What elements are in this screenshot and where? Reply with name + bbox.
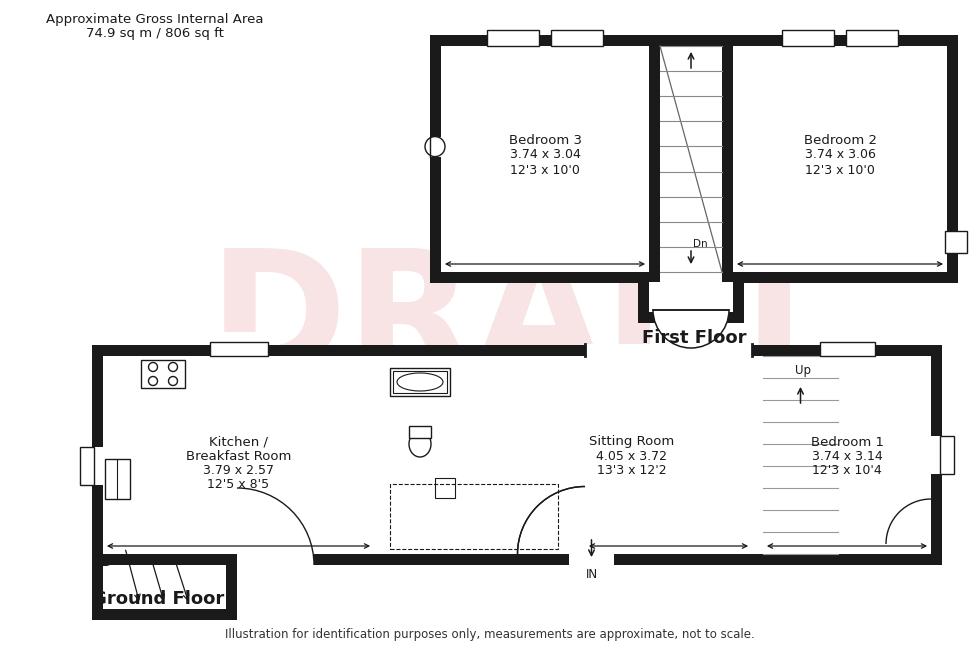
Bar (141, 360, 185, 388)
Bar (752, 356, 763, 554)
Bar (763, 356, 838, 554)
Bar (733, 272, 958, 283)
Text: 12'5 x 8'5: 12'5 x 8'5 (208, 477, 270, 490)
Bar (931, 345, 942, 565)
Bar (103, 356, 931, 554)
Bar (929, 436, 954, 474)
Bar (487, 28, 539, 46)
Text: Ground Floor: Ground Floor (92, 590, 224, 608)
Bar (430, 272, 649, 283)
Bar (614, 554, 942, 565)
Bar (585, 344, 752, 357)
Bar (409, 426, 431, 438)
Text: 3.74 x 3.04: 3.74 x 3.04 (510, 148, 580, 161)
Text: Bedroom 1: Bedroom 1 (810, 436, 884, 449)
Bar (210, 332, 268, 357)
Bar (947, 35, 958, 283)
Bar (733, 46, 947, 272)
Circle shape (169, 377, 177, 385)
Text: 3.74 x 3.06: 3.74 x 3.06 (805, 148, 875, 161)
Bar (945, 231, 967, 253)
Bar (638, 272, 649, 323)
Bar (820, 332, 875, 357)
Text: 12'3 x 10'0: 12'3 x 10'0 (510, 163, 580, 176)
Bar (551, 28, 603, 46)
Text: Up: Up (795, 364, 810, 377)
Text: Bedroom 3: Bedroom 3 (509, 135, 581, 148)
Bar (574, 356, 585, 479)
Bar (722, 35, 733, 283)
Circle shape (425, 136, 445, 157)
Bar (92, 345, 103, 565)
Text: Illustration for identification purposes only, measurements are approximate, not: Illustration for identification purposes… (225, 628, 755, 641)
Bar (103, 566, 226, 609)
Ellipse shape (409, 431, 431, 457)
Circle shape (169, 362, 177, 372)
Text: 74.9 sq m / 806 sq ft: 74.9 sq m / 806 sq ft (86, 27, 224, 40)
Bar (638, 312, 744, 323)
Text: Kitchen /: Kitchen / (209, 436, 268, 449)
Bar (660, 46, 722, 272)
Bar (426, 136, 441, 157)
Bar (430, 35, 441, 283)
Text: DRAFT: DRAFT (209, 242, 831, 404)
Bar (92, 609, 237, 620)
Text: Sitting Room: Sitting Room (589, 436, 674, 449)
Bar (551, 30, 603, 46)
Text: 3.79 x 2.57: 3.79 x 2.57 (203, 464, 274, 477)
Bar (80, 447, 94, 485)
Bar (226, 565, 237, 620)
Ellipse shape (397, 373, 443, 391)
Text: 13'3 x 12'2: 13'3 x 12'2 (597, 464, 666, 477)
Text: Breakfast Room: Breakfast Room (186, 449, 291, 462)
Bar (782, 28, 834, 46)
Bar (92, 345, 942, 356)
Text: Approximate Gross Internal Area: Approximate Gross Internal Area (46, 13, 264, 26)
Bar (92, 565, 103, 620)
Circle shape (149, 362, 158, 372)
Bar (390, 484, 558, 549)
Bar (487, 30, 539, 46)
Wedge shape (653, 310, 729, 348)
Text: Bedroom 2: Bedroom 2 (804, 135, 876, 148)
Bar (649, 282, 733, 312)
Text: 3.74 x 3.14: 3.74 x 3.14 (811, 449, 882, 462)
Bar (374, 356, 385, 554)
Bar (947, 231, 962, 253)
Bar (92, 554, 237, 565)
Bar (733, 272, 744, 323)
Bar (846, 30, 898, 46)
Bar (80, 447, 103, 485)
Bar (390, 368, 450, 396)
Bar (105, 459, 130, 499)
Bar (430, 35, 958, 46)
Text: 4.05 x 3.72: 4.05 x 3.72 (596, 449, 667, 462)
Bar (838, 356, 849, 446)
Bar (820, 342, 875, 356)
Bar (441, 46, 649, 272)
Text: 12'3 x 10'4: 12'3 x 10'4 (812, 464, 882, 477)
Bar (210, 342, 268, 356)
Circle shape (149, 377, 158, 385)
Bar (314, 554, 569, 565)
Text: Dn: Dn (693, 239, 708, 249)
Bar (940, 436, 954, 474)
Text: IN: IN (585, 568, 598, 581)
Bar (782, 30, 834, 46)
Text: First Floor: First Floor (642, 329, 746, 347)
Bar (649, 35, 660, 283)
Bar (393, 371, 447, 393)
Bar (435, 478, 455, 498)
Bar (846, 28, 898, 46)
Text: 12'3 x 10'0: 12'3 x 10'0 (805, 163, 875, 176)
